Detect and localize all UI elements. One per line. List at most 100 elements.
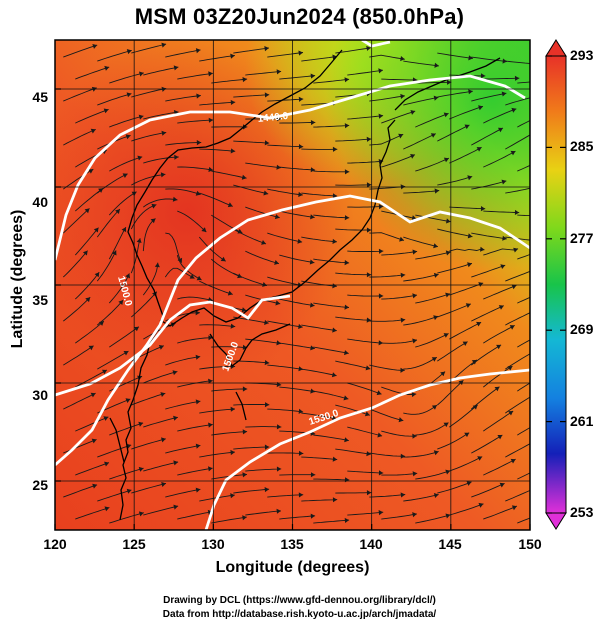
streamline-251 <box>517 427 530 436</box>
streamline-301 <box>313 519 350 524</box>
streamline-arrowhead-13 <box>537 62 542 67</box>
streamline-arrowhead-37 <box>400 93 405 99</box>
streamline-arrowhead-278 <box>510 458 516 464</box>
streamline-arrowhead-281 <box>126 488 132 494</box>
streamline-188 <box>279 342 315 350</box>
streamline-arrowhead-240 <box>173 415 178 421</box>
streamline-arrowhead-151 <box>467 262 472 268</box>
streamline-237 <box>505 396 530 414</box>
streamline-arrowhead-296 <box>173 504 179 510</box>
streamline-arrowhead-89 <box>263 190 269 196</box>
streamline-arrowhead-299 <box>276 508 281 514</box>
streamline-arrowhead-207 <box>462 341 468 346</box>
streamline-arrowhead-29 <box>126 92 132 98</box>
streamline-arrowhead-1 <box>126 49 132 55</box>
streamline-arrowhead-41 <box>535 94 540 99</box>
streamline-arrowhead-110 <box>514 209 520 215</box>
streamline-arrowhead-219 <box>411 392 417 398</box>
streamline-207 <box>437 341 468 362</box>
streamline-arrowhead-175 <box>332 327 337 333</box>
streamline-3 <box>165 49 201 58</box>
streamline-arrowhead-133 <box>344 260 350 266</box>
streamline-112 <box>62 208 90 234</box>
streamline-arrowhead-242 <box>242 429 248 435</box>
streamline-arrowhead-189 <box>344 350 349 356</box>
streamline-arrowhead-90 <box>298 191 303 197</box>
streamline-arrowhead-6 <box>298 50 303 56</box>
streamline-arrowhead-94 <box>434 188 440 194</box>
streamline-arrowhead-43 <box>138 114 144 120</box>
streamline-43 <box>109 115 144 128</box>
streamline-143 <box>164 267 195 279</box>
streamline-280 <box>63 484 98 498</box>
streamline-arrowhead-57 <box>125 134 131 140</box>
streamline-arrowhead-81 <box>476 147 482 152</box>
streamline-34 <box>267 98 304 102</box>
streamline-137 <box>449 248 485 252</box>
streamline-arrowhead-282 <box>161 482 166 487</box>
streamline-arrowhead-65 <box>398 133 404 139</box>
streamline-277 <box>449 456 483 472</box>
streamline-66 <box>403 133 437 150</box>
streamline-122 <box>403 236 439 248</box>
streamline-234 <box>403 404 438 415</box>
streamline-arrowhead-159 <box>275 300 281 306</box>
colorbar-tick-269: 269 <box>570 321 594 337</box>
streamline-121 <box>369 232 405 241</box>
streamline-287 <box>301 499 338 502</box>
streamline-232 <box>335 404 370 416</box>
streamline-arrowhead-98 <box>98 188 104 193</box>
streamline-arrowhead-67 <box>464 124 470 130</box>
streamline-arrowhead-79 <box>410 154 415 159</box>
streamline-12 <box>471 56 508 62</box>
streamline-115 <box>165 232 183 263</box>
streamline-arrowhead-74 <box>241 174 247 180</box>
streamline-arrowhead-226 <box>160 392 166 397</box>
x-axis-label: Longitude (degrees) <box>215 559 370 576</box>
streamline-arrowhead-154 <box>94 272 100 278</box>
streamline-305 <box>449 503 484 516</box>
streamline-31 <box>165 95 201 102</box>
streamline-arrowhead-15 <box>139 71 144 77</box>
streamline-79 <box>381 154 416 168</box>
streamline-arrowhead-292 <box>499 482 505 488</box>
streamline-arrowhead-92 <box>366 182 372 188</box>
streamline-260 <box>335 448 371 455</box>
streamline-268 <box>143 461 179 472</box>
streamline-230 <box>267 408 304 413</box>
streamline-arrowhead-209 <box>531 350 536 355</box>
streamline-arrowhead-143 <box>189 274 195 279</box>
streamline-41 <box>505 97 530 106</box>
streamline-arrowhead-152 <box>500 264 506 269</box>
streamline-56 <box>63 128 96 146</box>
streamline-296 <box>143 505 179 516</box>
streamline-arrowhead-220 <box>440 371 446 377</box>
streamline-arrowhead-203 <box>331 372 337 378</box>
streamline-arrowhead-164 <box>445 292 450 298</box>
streamline-arrowhead-127 <box>121 227 127 233</box>
streamline-arrowhead-0 <box>92 44 98 49</box>
streamline-arrowhead-260 <box>366 451 371 457</box>
streamline-arrowhead-218 <box>376 390 382 396</box>
colorbar-bottom-arrow <box>545 512 567 530</box>
streamline-197 <box>97 350 129 370</box>
streamline-74 <box>211 170 247 179</box>
streamline-205 <box>369 364 405 371</box>
streamline-247 <box>381 430 417 437</box>
streamline-256 <box>199 451 235 458</box>
streamline-arrowhead-85 <box>122 173 128 178</box>
streamline-arrowhead-261 <box>400 453 406 459</box>
streamline-arrowhead-210 <box>102 369 107 375</box>
streamline-148 <box>335 272 372 276</box>
streamline-227 <box>165 400 201 410</box>
x-tick-140: 140 <box>359 536 383 552</box>
streamline-arrowhead-80 <box>443 157 449 163</box>
streamline-arrowhead-306 <box>511 505 517 511</box>
streamline-arrowhead-50 <box>378 113 384 119</box>
streamline-arrowhead-193 <box>476 321 482 327</box>
streamline-51 <box>381 110 416 124</box>
colorbar-tick-253: 253 <box>570 504 594 520</box>
streamline-arrowhead-48 <box>310 120 316 126</box>
streamline-arrowhead-19 <box>276 69 282 75</box>
streamline-arrowhead-176 <box>366 317 372 323</box>
